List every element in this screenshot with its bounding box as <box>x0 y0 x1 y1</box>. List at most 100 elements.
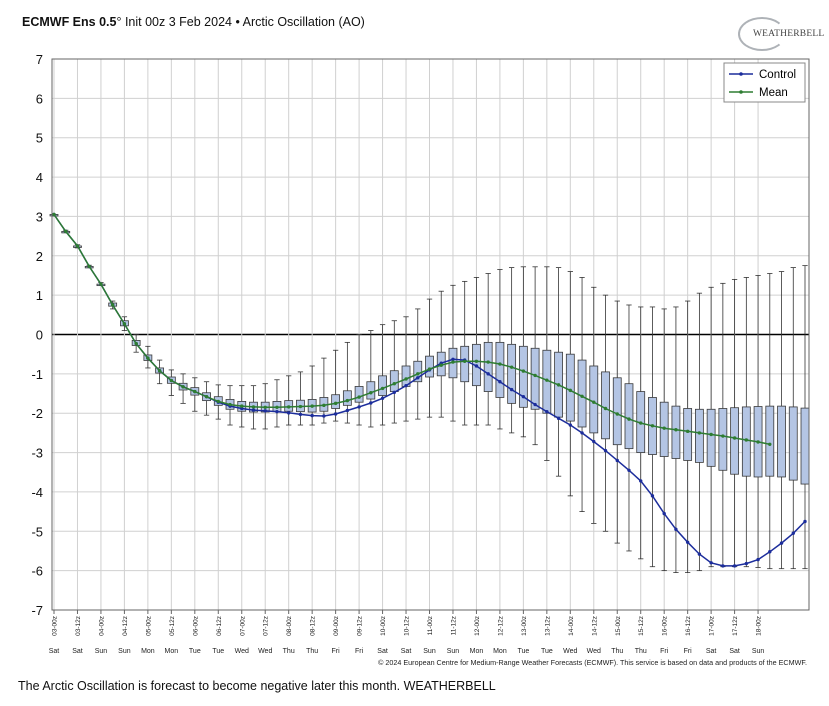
weatherbell-logo: WEATHERBELL <box>738 17 824 51</box>
caption: The Arctic Oscillation is forecast to be… <box>18 679 496 693</box>
x-day-label: Tue <box>517 648 529 655</box>
x-tick-label: 04-12z <box>122 616 129 636</box>
legend-mean-marker <box>739 90 743 94</box>
ensemble-box <box>765 405 775 477</box>
ensemble-box <box>695 408 704 463</box>
degree-mark: ° <box>116 15 122 29</box>
y-tick-label: 5 <box>36 131 43 146</box>
mean-point <box>744 438 749 442</box>
control-point <box>392 390 396 395</box>
control-point <box>545 409 549 414</box>
x-day-label: Mon <box>493 648 507 655</box>
mean-point <box>345 398 350 403</box>
mean-point <box>404 377 408 381</box>
control-point <box>627 468 631 472</box>
control-point <box>251 408 256 412</box>
control-point <box>803 519 807 524</box>
ensemble-box <box>671 405 681 459</box>
control-point <box>357 405 361 409</box>
mean-point <box>275 405 279 410</box>
ensemble-box <box>530 347 540 410</box>
ensemble-box <box>577 359 587 428</box>
mean-point <box>228 402 232 407</box>
y-tick-label: 3 <box>36 209 43 224</box>
mean-point <box>52 212 56 217</box>
mean-point <box>286 405 291 409</box>
mean-point <box>615 412 619 416</box>
legend-box <box>723 62 806 103</box>
mean-point <box>474 359 479 363</box>
plot-frame <box>51 58 810 611</box>
x-day-label: Sat <box>729 648 740 655</box>
control-point <box>639 479 643 483</box>
mean-point <box>380 386 385 391</box>
x-tick-label: 10-12z <box>404 616 411 636</box>
mean-point <box>486 360 490 364</box>
copyright-note: © 2024 European Centre for Medium-Range … <box>378 658 807 667</box>
control-point <box>298 412 303 417</box>
control-point <box>333 412 338 416</box>
control-point <box>662 511 666 516</box>
ensemble-box <box>460 345 470 383</box>
ensemble-box <box>730 407 739 475</box>
ensemble-box <box>601 371 610 440</box>
mean-point <box>157 369 162 373</box>
legend-control-marker <box>739 72 743 76</box>
mean-point <box>580 394 584 398</box>
mean-point <box>122 322 127 326</box>
mean-point <box>75 244 80 248</box>
mean-point <box>333 401 338 406</box>
x-tick-label: 13-12z <box>544 616 551 636</box>
model-name: ECMWF Ens 0.5 <box>22 15 117 29</box>
control-point <box>568 423 573 427</box>
mean-point <box>322 403 326 408</box>
ensemble-box <box>800 407 810 485</box>
control-point <box>779 541 784 545</box>
x-day-label: Fri <box>660 648 669 655</box>
x-day-label: Mon <box>165 648 179 655</box>
control-point <box>416 376 420 380</box>
ensemble-box <box>683 408 693 461</box>
mean-point <box>721 434 725 438</box>
control-point <box>650 494 655 498</box>
control-point <box>732 564 737 568</box>
control-point <box>791 531 795 535</box>
x-tick-label: 17-00z <box>709 616 716 636</box>
mean-point <box>181 385 185 389</box>
x-day-label: Wed <box>258 648 272 655</box>
x-day-label: Sat <box>706 648 717 655</box>
mean-point <box>310 404 314 408</box>
x-tick-label: 10-00z <box>380 616 387 636</box>
x-tick-label: 11-00z <box>427 616 434 635</box>
x-tick-label: 18-00z <box>756 616 763 636</box>
control-point <box>263 409 267 413</box>
control-point <box>580 431 584 435</box>
y-tick-label: -2 <box>31 406 43 421</box>
control-point <box>345 408 350 413</box>
x-day-label: Thu <box>306 648 318 655</box>
mean-line <box>53 214 770 446</box>
control-point <box>592 439 596 444</box>
ensemble-box <box>342 390 352 406</box>
mean-point <box>697 431 702 435</box>
legend-mean-label: Mean <box>759 87 788 99</box>
mean-point <box>64 229 68 234</box>
control-point <box>521 394 526 399</box>
ensemble-box <box>624 383 634 450</box>
control-point <box>709 561 713 565</box>
x-day-label: Sun <box>423 648 436 655</box>
x-tick-label: 12-00z <box>474 616 481 636</box>
x-day-label: Fri <box>332 648 341 655</box>
ensemble-box <box>518 345 528 408</box>
mean-point <box>369 391 373 395</box>
x-day-label: Tue <box>189 648 201 655</box>
mean-point <box>193 389 197 394</box>
control-point <box>286 411 291 415</box>
x-tick-label: 07-00z <box>239 616 246 636</box>
x-tick-label: 05-00z <box>145 616 152 636</box>
x-tick-label: 11-12z <box>450 616 457 635</box>
control-point <box>486 372 490 376</box>
control-point <box>768 550 772 554</box>
mean-point <box>685 429 690 434</box>
